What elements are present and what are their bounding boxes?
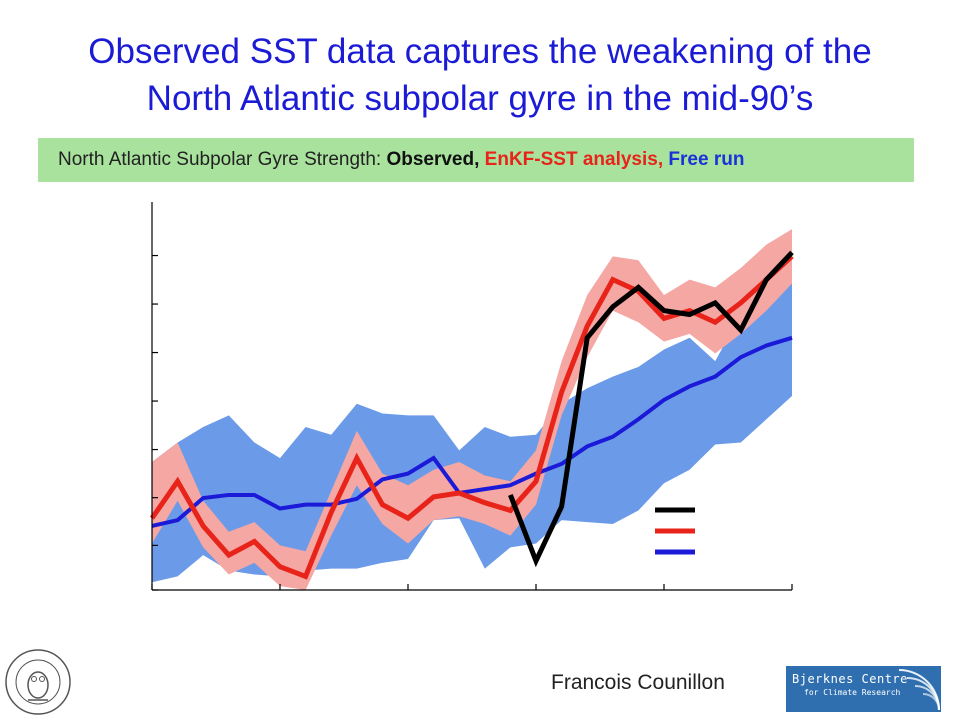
- university-seal-logo: [5, 649, 71, 715]
- bjerknes-centre-logo: Bjerknes Centre for Climate Research: [786, 666, 941, 712]
- logo-line-1: Bjerknes Centre: [792, 672, 908, 686]
- author-name: Francois Counillon: [551, 671, 725, 694]
- chart-banner: North Atlantic Subpolar Gyre Strength: O…: [38, 138, 914, 182]
- banner-free: Free run: [663, 149, 745, 170]
- banner-observed: Observed,: [386, 149, 480, 170]
- logo-line-2: for Climate Research: [804, 688, 901, 697]
- enkf-uncertainty-band: [152, 229, 792, 590]
- observed-series-line: [508, 250, 794, 568]
- free-uncertainty-band: [152, 283, 792, 583]
- free-series-line: [151, 335, 793, 528]
- title-line-1: Observed SST data captures the weakening…: [88, 32, 872, 71]
- banner-prefix: North Atlantic Subpolar Gyre Strength:: [58, 149, 387, 170]
- slide-title: Observed SST data captures the weakening…: [0, 28, 960, 122]
- title-line-2: North Atlantic subpolar gyre in the mid-…: [146, 79, 814, 118]
- banner-enkf: EnKF-SST analysis,: [479, 149, 664, 170]
- swirl-icon: [898, 669, 940, 711]
